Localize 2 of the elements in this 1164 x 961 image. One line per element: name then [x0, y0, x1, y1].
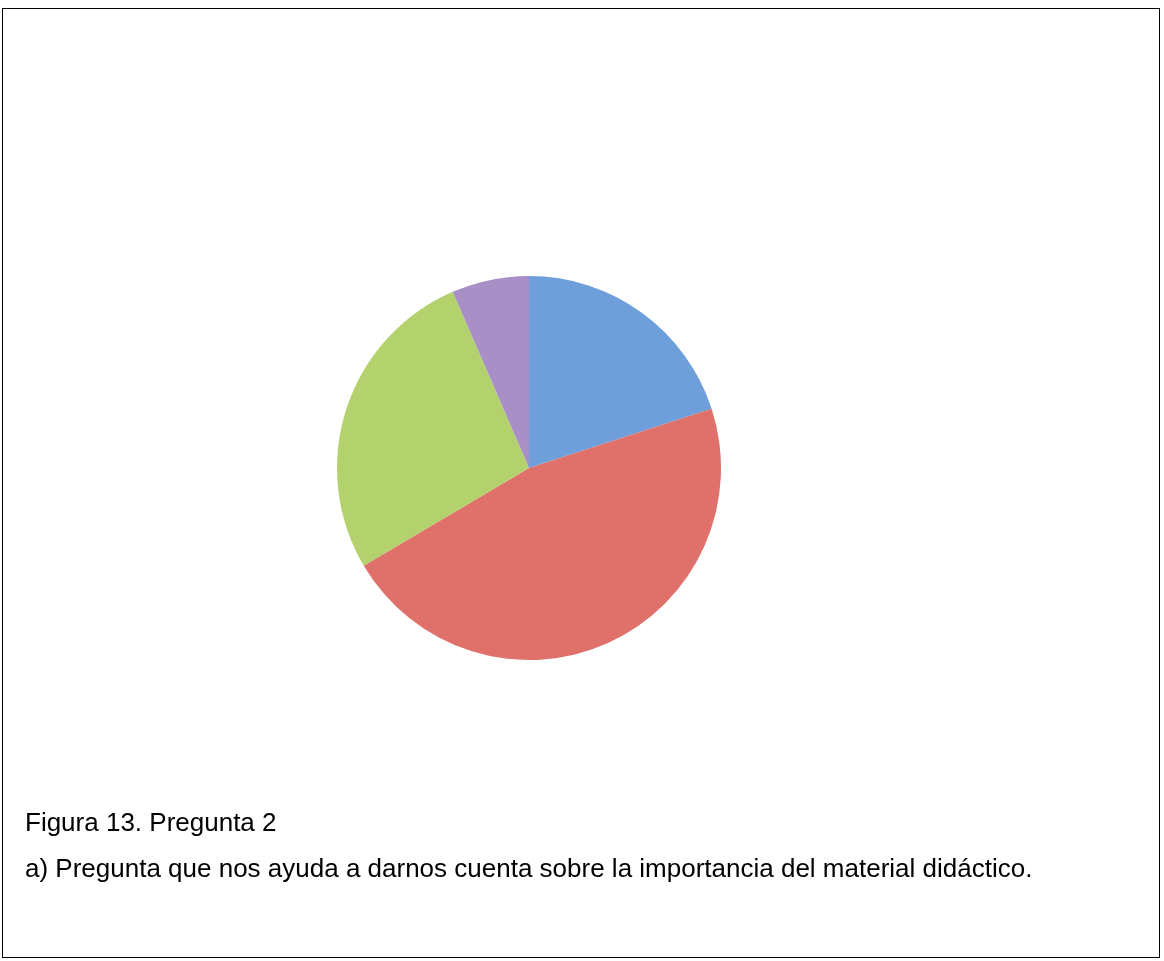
text: Figura 13. Pregunta 2: [25, 806, 278, 839]
text: a) Pregunta que nos ayuda a darnos cuenta sobre la importancia del material didáctico.: [25, 852, 1034, 885]
